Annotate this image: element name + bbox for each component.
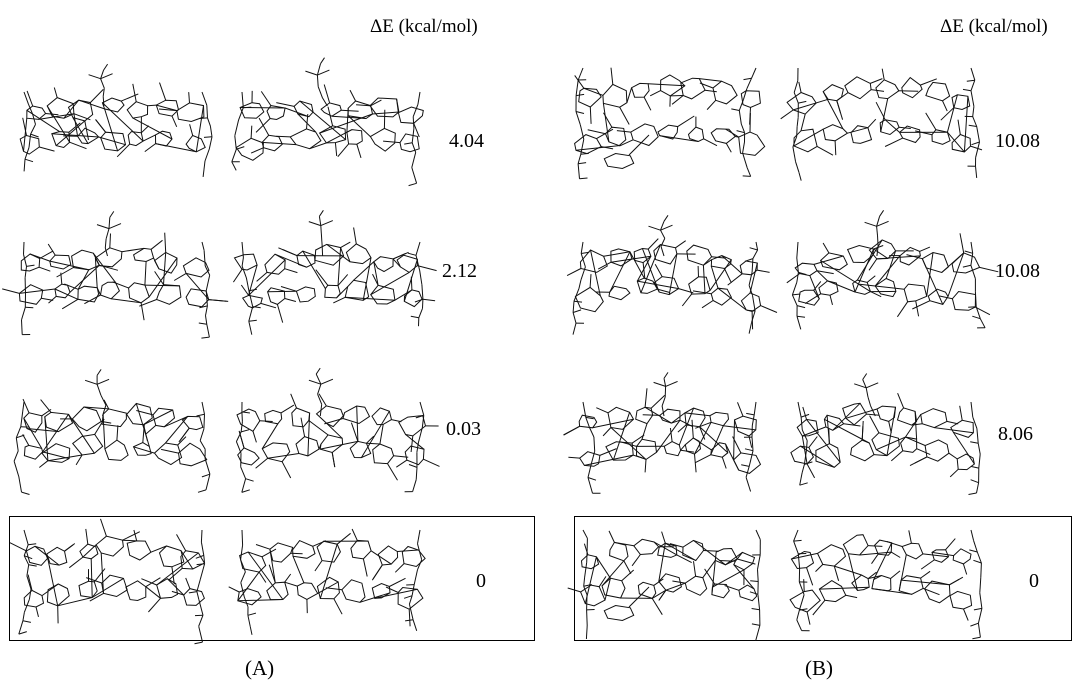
structure-b1-right-view [780, 67, 983, 181]
structure-a3-left-view [13, 369, 211, 495]
panel-a-lowest-energy-box [9, 516, 535, 641]
structure-b2-left-view [566, 215, 778, 335]
structure-a4-left-view [9, 518, 206, 645]
panel-b-energy-row-4: 0 [1029, 570, 1039, 592]
structure-a1-left-view [19, 63, 213, 177]
structure-b2-right-view [786, 210, 999, 330]
panel-b-energy-row-2: 10.08 [995, 260, 1040, 282]
panel-b-energy-row-1: 10.08 [995, 130, 1040, 152]
panel-a-energy-row-2: 2.12 [442, 260, 477, 282]
panel-b-energy-header: ΔE (kcal/mol) [940, 16, 1048, 37]
panel-b-caption: (B) [805, 656, 833, 680]
panel-a-energy-row-4: 0 [476, 570, 486, 592]
structure-b3-right-view [790, 373, 981, 495]
structure-a4-right-view [228, 528, 426, 635]
structure-b1-left-view [574, 67, 766, 180]
structure-a2-right-view [232, 210, 437, 335]
structure-b4-right-view [789, 529, 983, 640]
panel-b-lowest-energy-box [574, 516, 1072, 641]
panel-b-energy-row-3: 8.06 [998, 423, 1033, 445]
panel-a-energy-row-1: 4.04 [449, 130, 484, 152]
structure-b3-left-view [563, 372, 762, 494]
structure-a3-right-view [235, 367, 440, 493]
panel-a-energy-row-3: 0.03 [446, 418, 481, 440]
structure-a2-left-view [2, 211, 229, 339]
structure-b4-left-view [567, 529, 761, 641]
panel-a-caption: (A) [245, 656, 275, 680]
structure-a1-right-view [231, 57, 424, 187]
panel-a-energy-header: ΔE (kcal/mol) [370, 16, 478, 37]
